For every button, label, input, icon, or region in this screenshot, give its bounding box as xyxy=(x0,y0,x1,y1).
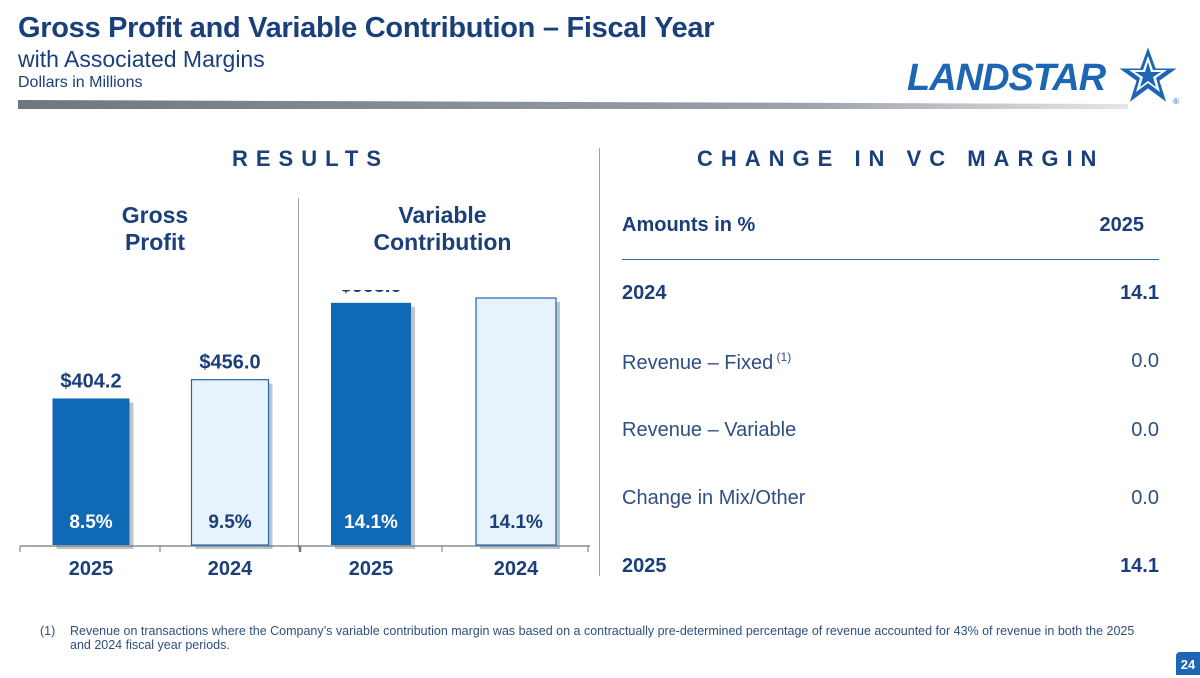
footnote-text: Revenue on transactions where the Compan… xyxy=(70,624,1135,652)
table-row-label: Revenue – Variable xyxy=(622,419,797,441)
gross-profit-heading: Gross Profit xyxy=(121,202,189,255)
table-row-value: 0.0 xyxy=(1131,487,1159,509)
table-header-year: 2025 xyxy=(1099,214,1145,236)
header-rule xyxy=(18,100,1128,109)
change-in-vc-margin-title: CHANGE IN VC MARGIN xyxy=(697,146,1105,171)
bar-margin-label: 14.1% xyxy=(489,512,543,533)
page-subtitle: with Associated Margins xyxy=(18,46,265,72)
table-header: Amounts in % 2025 xyxy=(622,214,1144,237)
table-row-label: 2025 xyxy=(622,555,667,577)
bar-value-label: $404.2 xyxy=(60,370,121,392)
table-row: Revenue – Variable 0.0 xyxy=(622,419,1159,442)
results-title: RESULTS xyxy=(232,146,390,171)
variable-contribution-heading: Variable Contribution xyxy=(373,202,512,255)
x-tick-label: 2024 xyxy=(494,558,539,580)
units-label: Dollars in Millions xyxy=(18,74,143,91)
section-divider xyxy=(599,148,600,576)
bar-value-label: $456.0 xyxy=(199,352,260,374)
bar-margin-label: 9.5% xyxy=(208,512,251,533)
chart-group-divider xyxy=(298,198,299,548)
bar-margin-label: 8.5% xyxy=(69,512,112,533)
table-row-value: 0.0 xyxy=(1131,419,1159,441)
footnote-ref: (1) xyxy=(773,350,792,364)
table-row-value: 14.1 xyxy=(1120,555,1159,577)
table-row: Revenue – Fixed (1) 0.0 xyxy=(622,350,1159,375)
page-title: Gross Profit and Variable Contribution –… xyxy=(18,12,715,44)
table-row: Change in Mix/Other 0.0 xyxy=(622,487,1159,510)
bar xyxy=(475,297,557,546)
bar-value-label: $668.0 xyxy=(340,290,401,297)
x-tick-label: 2024 xyxy=(208,558,253,580)
table-row: 2025 14.1 xyxy=(622,555,1159,578)
page-number: 24 xyxy=(1176,652,1200,675)
footnote: (1) Revenue on transactions where the Co… xyxy=(40,624,1140,652)
x-tick-label: 2025 xyxy=(349,558,394,580)
bar-margin-label: 14.1% xyxy=(344,512,398,533)
bar xyxy=(190,379,270,546)
table-row-label: 2024 xyxy=(622,282,667,304)
table-row-value: 14.1 xyxy=(1120,282,1159,304)
x-tick-label: 2025 xyxy=(69,558,114,580)
logo-wordmark: LANDSTAR xyxy=(907,57,1107,99)
bar-value-label: $681.3 xyxy=(485,290,546,292)
table-row-value: 0.0 xyxy=(1131,350,1159,372)
table-header-rule xyxy=(622,259,1159,260)
table-row-label: Revenue – Fixed (1) xyxy=(622,350,792,374)
bar xyxy=(52,398,130,545)
footnote-number: (1) xyxy=(40,624,56,638)
table-row: 2024 14.1 xyxy=(622,282,1159,305)
results-bar-chart: $404.2 8.5% 2025 $456.0 9.5% 2024 $668.0 14.1% 2… xyxy=(19,290,590,580)
table-header-label: Amounts in % xyxy=(622,214,756,236)
table-row-label: Change in Mix/Other xyxy=(622,487,806,509)
registered-mark: ® xyxy=(1173,97,1179,106)
star-icon xyxy=(1116,44,1180,105)
bar xyxy=(331,302,411,545)
landstar-logo: LANDSTAR ® xyxy=(907,44,1180,106)
